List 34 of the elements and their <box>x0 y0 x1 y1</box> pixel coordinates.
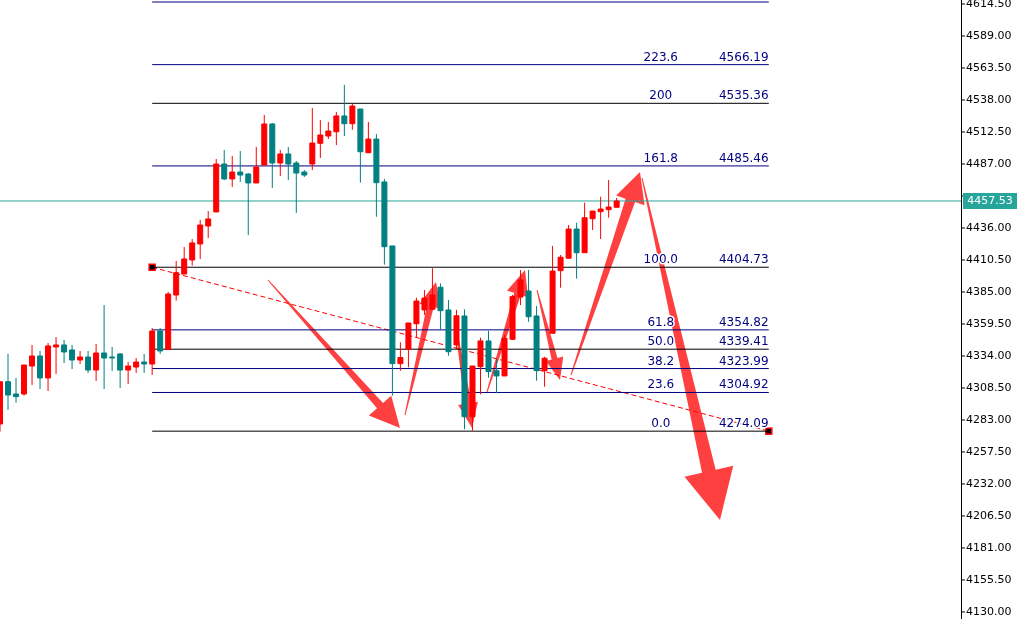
ref-line-label: 4354.82 <box>718 314 769 329</box>
ref-line-label: 4304.92 <box>718 377 769 392</box>
y-tick-label: 4436.00 <box>966 221 1012 234</box>
annotation: 38.2 <box>647 353 675 368</box>
ref-line-label: 4339.41 <box>718 334 769 349</box>
y-tick-label: 4563.50 <box>966 61 1012 75</box>
ref-line-label: 4323.99 <box>718 353 769 368</box>
y-tick-label: 4334.00 <box>966 348 1012 362</box>
ref-line-label: 4457.53 <box>967 193 1013 207</box>
y-tick-label: 4359.50 <box>966 316 1012 330</box>
y-tick-label: 4155.50 <box>966 572 1012 586</box>
y-tick-label: 4232.00 <box>966 476 1012 490</box>
y-tick-label: 4385.00 <box>966 285 1012 298</box>
y-tick-label: 4130.00 <box>966 604 1012 618</box>
y-tick-label: 4257.50 <box>966 444 1012 458</box>
y-tick-label: 4512.50 <box>966 125 1012 139</box>
y-tick-label: 4181.00 <box>966 540 1012 554</box>
annotation: 161.8 <box>643 150 678 165</box>
ref-line-label: 4404.73 <box>718 252 769 267</box>
annotation: 23.6 <box>647 377 675 392</box>
y-tick-label: 4410.50 <box>966 253 1012 266</box>
y-tick-label: 4283.00 <box>966 412 1012 426</box>
annotation: 200 <box>649 88 673 103</box>
ref-line-label: 4535.36 <box>718 88 769 103</box>
annotation: 0.0 <box>651 416 671 431</box>
annotation: 50.0 <box>647 334 675 349</box>
y-tick-label: 4487.00 <box>966 157 1012 170</box>
annotation: 223.6 <box>643 49 678 64</box>
y-tick-label: 4308.50 <box>966 380 1012 394</box>
y-tick-label: 4538.00 <box>966 93 1012 107</box>
ref-line-label: 4485.46 <box>718 150 769 165</box>
y-tick-label: 4206.50 <box>966 508 1012 522</box>
ref-line-label: 4566.19 <box>718 49 769 64</box>
y-tick-label: 4589.00 <box>966 29 1012 43</box>
